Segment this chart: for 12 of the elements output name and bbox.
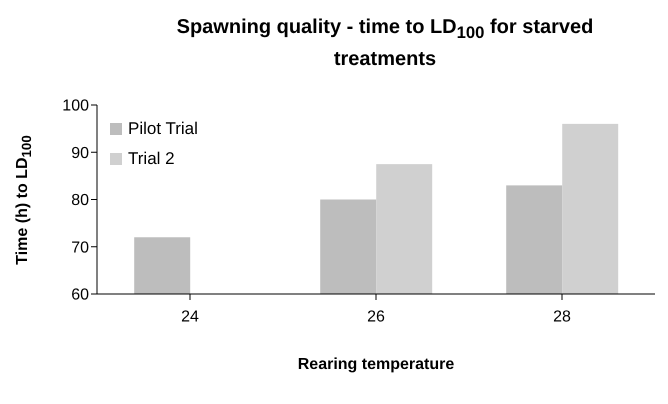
y-tick-label: 70 — [71, 239, 90, 256]
legend-label: Trial 2 — [128, 149, 175, 169]
y-tick-label: 100 — [62, 98, 90, 115]
x-tick-label: 28 — [553, 308, 571, 326]
x-tick-label: 24 — [181, 308, 199, 326]
x-axis-title: Rearing temperature — [296, 356, 456, 374]
x-tick-label: 26 — [367, 308, 385, 326]
y-tick-label: 60 — [71, 286, 90, 304]
y-tick-label: 80 — [71, 192, 90, 210]
chart-title: Spawning quality - time to LD$_{100}$ for starved treatments — [176, 16, 594, 70]
y-tick-label: 90 — [71, 144, 90, 162]
legend-label: Pilot Trial — [128, 119, 198, 139]
